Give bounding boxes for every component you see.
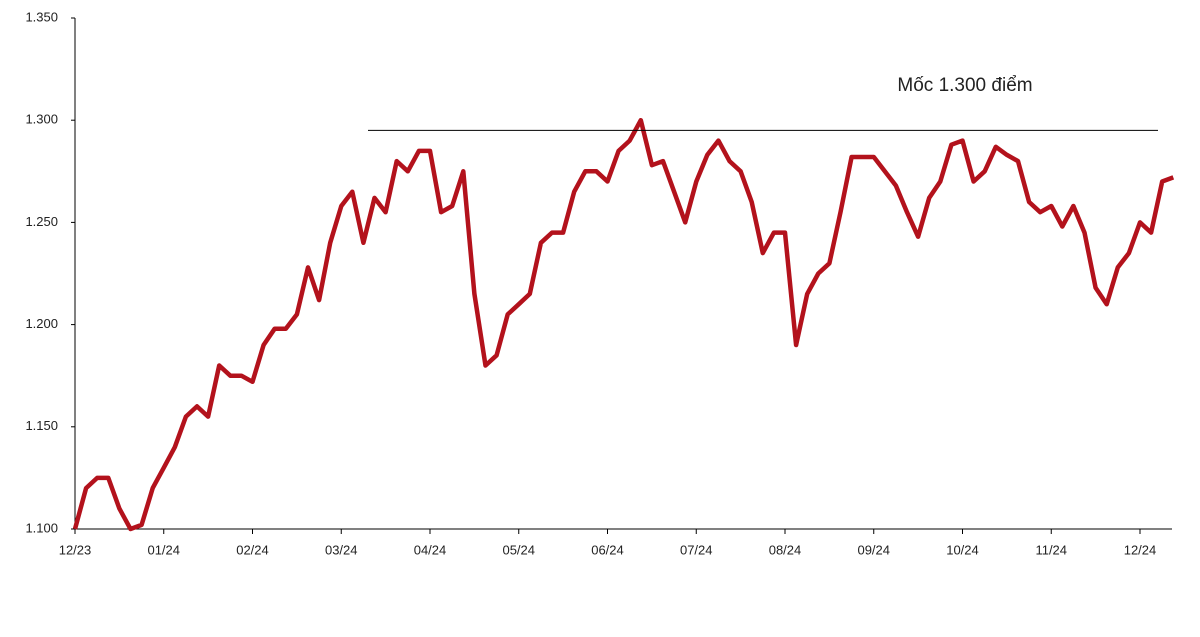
x-tick-label: 12/23: [59, 542, 92, 557]
y-tick-label: 1.150: [25, 418, 58, 433]
x-tick-label: 11/24: [1035, 542, 1067, 557]
x-tick-label: 07/24: [680, 542, 713, 557]
y-tick-label: 1.350: [25, 9, 58, 24]
annotation: Mốc 1.300 điểm: [897, 75, 1032, 96]
x-tick-label: 08/24: [769, 542, 802, 557]
x-tick-label: 09/24: [857, 542, 890, 557]
x-tick-label: 03/24: [325, 542, 358, 557]
y-tick-label: 1.200: [25, 316, 58, 331]
x-tick-label: 05/24: [502, 542, 535, 557]
line: [72, 117, 1175, 532]
x-tick-label: 06/24: [591, 542, 624, 557]
x-tick-label: 04/24: [414, 542, 447, 557]
x-tick-label: 01/24: [147, 542, 180, 557]
x-tick-label: 10/24: [946, 542, 979, 557]
y-tick-label: 1.250: [25, 214, 58, 229]
y-tick-label: 1.100: [25, 520, 58, 535]
x-tick-label: 12/24: [1124, 542, 1157, 557]
x-tick-label: 02/24: [236, 542, 269, 557]
y-tick-label: 1.300: [25, 112, 58, 127]
